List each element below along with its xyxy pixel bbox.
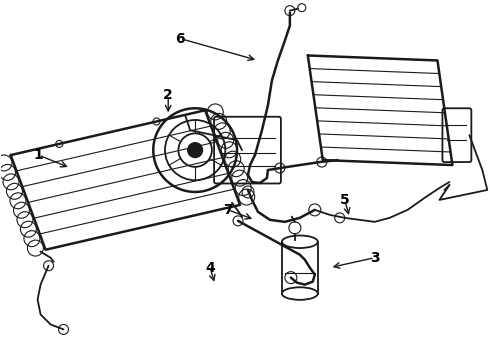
Text: 2: 2 xyxy=(163,88,173,102)
Text: 1: 1 xyxy=(34,148,44,162)
Text: 3: 3 xyxy=(370,251,379,265)
Circle shape xyxy=(188,143,203,158)
Text: 6: 6 xyxy=(175,32,185,46)
Text: 5: 5 xyxy=(340,193,349,207)
Text: 4: 4 xyxy=(205,261,215,275)
Text: 7: 7 xyxy=(223,203,233,217)
